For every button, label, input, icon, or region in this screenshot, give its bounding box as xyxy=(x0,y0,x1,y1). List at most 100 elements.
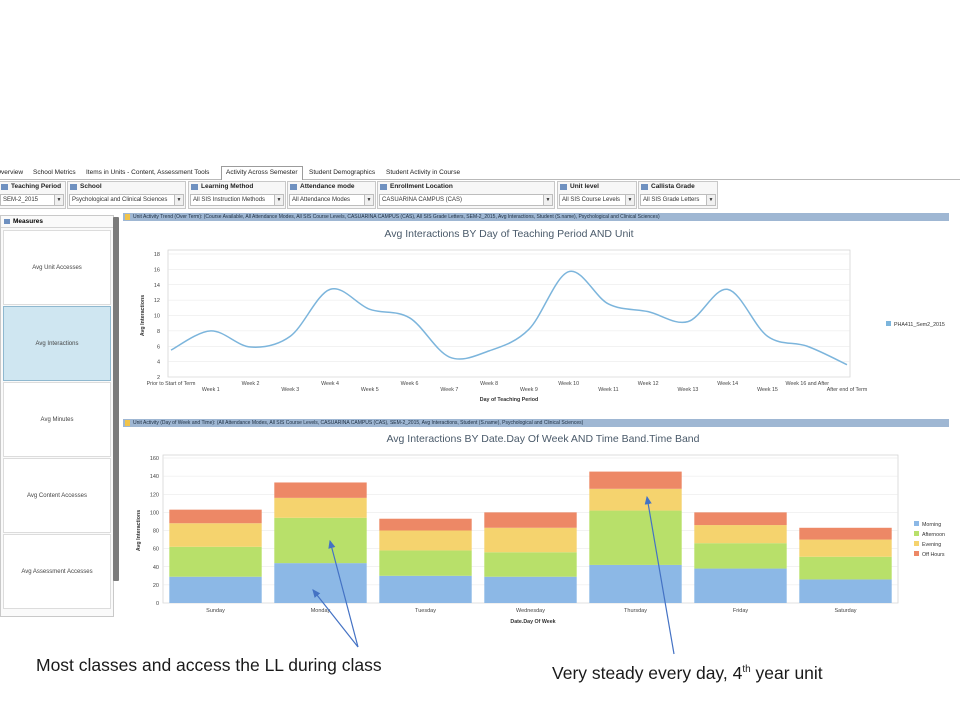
filter-value: CASUARINA CAMPUS (CAS) xyxy=(382,197,463,203)
measures-panel: Measures Avg Unit Accesses Avg Interacti… xyxy=(0,215,114,617)
measures-header: Measures xyxy=(1,216,113,228)
bar-segment xyxy=(169,523,262,547)
measure-avg-unit-accesses[interactable]: Avg Unit Accesses xyxy=(3,230,111,305)
bar-segment xyxy=(589,564,682,603)
line-chart: Avg Interactions BY Day of Teaching Peri… xyxy=(140,228,945,403)
bar-segment xyxy=(169,509,262,524)
bar-segment xyxy=(799,556,892,580)
measure-label: Avg Interactions xyxy=(35,340,79,347)
y-tick-label: 2 xyxy=(157,375,160,381)
filter-school: School Psychological and Clinical Scienc… xyxy=(67,181,186,209)
trend-panel-header[interactable]: Unit Activity Trend (Over Term): (Course… xyxy=(123,213,949,221)
enrollment-location-select[interactable]: CASUARINA CAMPUS (CAS) ▼ xyxy=(379,194,553,206)
measures-scrollbar[interactable] xyxy=(113,217,119,581)
arrow-to-morning xyxy=(312,589,359,648)
filter-learning-method: Learning Method All SIS Instruction Meth… xyxy=(188,181,286,209)
unit-level-select[interactable]: All SIS Course Levels ▼ xyxy=(559,194,635,206)
filter-icon xyxy=(1,184,8,190)
dropdown-arrow-icon[interactable]: ▼ xyxy=(625,195,634,205)
x-axis-title: Date.Day Of Week xyxy=(510,619,555,625)
tab-items-in-units[interactable]: Items in Units - Content, Assessment Too… xyxy=(86,169,210,176)
legend-swatch xyxy=(886,321,891,326)
chart-title: Avg Interactions BY Day of Teaching Peri… xyxy=(384,228,633,240)
bar-segment xyxy=(799,579,892,603)
filter-value: All SIS Grade Letters xyxy=(643,197,700,203)
dropdown-arrow-icon[interactable]: ▼ xyxy=(364,195,373,205)
bar-segment xyxy=(379,518,472,531)
filter-value: SEM-2_2015 xyxy=(3,197,39,203)
x-tick-label: Prior to Start of Term xyxy=(147,381,196,387)
bar-segment xyxy=(484,552,577,577)
bar-segment xyxy=(589,471,682,489)
measure-avg-interactions[interactable]: Avg Interactions xyxy=(3,306,111,381)
filter-enrollment-location: Enrollment Location CASUARINA CAMPUS (CA… xyxy=(377,181,555,209)
x-tick-label: Sunday xyxy=(206,608,225,614)
y-tick-label: 16 xyxy=(154,267,160,273)
bar-segment xyxy=(694,543,787,569)
arrow-to-thursday xyxy=(644,495,675,655)
y-tick-label: 8 xyxy=(157,329,160,335)
x-tick-label: Week 4 xyxy=(321,381,339,387)
bar-segment xyxy=(379,550,472,576)
filter-icon xyxy=(70,184,77,190)
measure-avg-content-accesses[interactable]: Avg Content Accesses xyxy=(3,458,111,533)
legend-label: Afternoon xyxy=(922,532,945,538)
dayofweek-panel-header[interactable]: Unit Activity (Day of Week and Time): (A… xyxy=(123,419,949,427)
dropdown-arrow-icon[interactable]: ▼ xyxy=(54,195,63,205)
filter-value: All Attendance Modes xyxy=(292,197,351,203)
tab-overview[interactable]: Overview xyxy=(0,169,24,176)
filter-teaching-period: Teaching Period SEM-2_2015 ▼ xyxy=(0,181,66,209)
x-tick-label: Week 3 xyxy=(281,387,299,393)
legend-swatch xyxy=(914,521,919,526)
panel-header-text: Unit Activity (Day of Week and Time): (A… xyxy=(133,420,584,426)
filter-label: Enrollment Location xyxy=(390,183,453,190)
filter-icon xyxy=(380,184,387,190)
filter-icon xyxy=(191,184,198,190)
bar-segment xyxy=(484,576,577,603)
tab-activity-across-semester[interactable]: Activity Across Semester xyxy=(221,166,303,180)
tab-school-metrics[interactable]: School Metrics xyxy=(33,169,76,176)
chart-title: Avg Interactions BY Date.Day Of Week AND… xyxy=(386,433,699,445)
legend-label: PHA411_Sem2_2015 xyxy=(894,322,945,328)
x-tick-label: Wednesday xyxy=(516,608,545,614)
x-tick-label: Week 1 xyxy=(202,387,220,393)
x-tick-label: Week 5 xyxy=(361,387,379,393)
annotation-right-end: year unit xyxy=(750,663,823,683)
measures-icon xyxy=(4,219,10,224)
dropdown-arrow-icon[interactable]: ▼ xyxy=(274,195,283,205)
filter-label: Teaching Period xyxy=(11,183,62,190)
legend-swatch xyxy=(914,541,919,546)
stacked-bar-chart: Avg Interactions BY Date.Day Of Week AND… xyxy=(136,433,945,625)
annotation-right: Very steady every day, 4th year unit xyxy=(552,663,823,684)
attendance-mode-select[interactable]: All Attendance Modes ▼ xyxy=(289,194,374,206)
measure-label: Avg Unit Accesses xyxy=(32,264,82,271)
panel-icon xyxy=(125,214,130,220)
y-tick-label: 140 xyxy=(150,474,159,480)
tab-bar: Overview School Metrics Items in Units -… xyxy=(0,166,960,180)
y-tick-label: 6 xyxy=(157,344,160,350)
measure-avg-assessment-accesses[interactable]: Avg Assessment Accesses xyxy=(3,534,111,609)
measures-title: Measures xyxy=(13,218,43,225)
bar-segment xyxy=(484,527,577,553)
dropdown-arrow-icon[interactable]: ▼ xyxy=(543,195,552,205)
callista-grade-select[interactable]: All SIS Grade Letters ▼ xyxy=(640,194,716,206)
y-tick-label: 120 xyxy=(150,492,159,498)
legend-swatch xyxy=(914,551,919,556)
filter-label: Unit level xyxy=(570,183,599,190)
legend-label: Evening xyxy=(922,542,941,548)
x-tick-label: Week 15 xyxy=(757,387,778,393)
learning-method-select[interactable]: All SIS Instruction Methods ▼ xyxy=(190,194,284,206)
annotation-right-text: Very steady every day, 4 xyxy=(552,663,743,683)
dropdown-arrow-icon[interactable]: ▼ xyxy=(174,195,183,205)
bar-segment xyxy=(694,568,787,603)
tab-student-activity[interactable]: Student Activity in Course xyxy=(386,169,461,176)
x-tick-label: Week 8 xyxy=(480,381,498,387)
tab-student-demographics[interactable]: Student Demographics xyxy=(309,169,376,176)
bar-segment xyxy=(379,530,472,551)
y-tick-label: 18 xyxy=(154,252,160,258)
school-select[interactable]: Psychological and Clinical Sciences ▼ xyxy=(69,194,184,206)
teaching-period-select[interactable]: SEM-2_2015 ▼ xyxy=(0,194,64,206)
dropdown-arrow-icon[interactable]: ▼ xyxy=(706,195,715,205)
bar-segment xyxy=(169,546,262,577)
measure-avg-minutes[interactable]: Avg Minutes xyxy=(3,382,111,457)
